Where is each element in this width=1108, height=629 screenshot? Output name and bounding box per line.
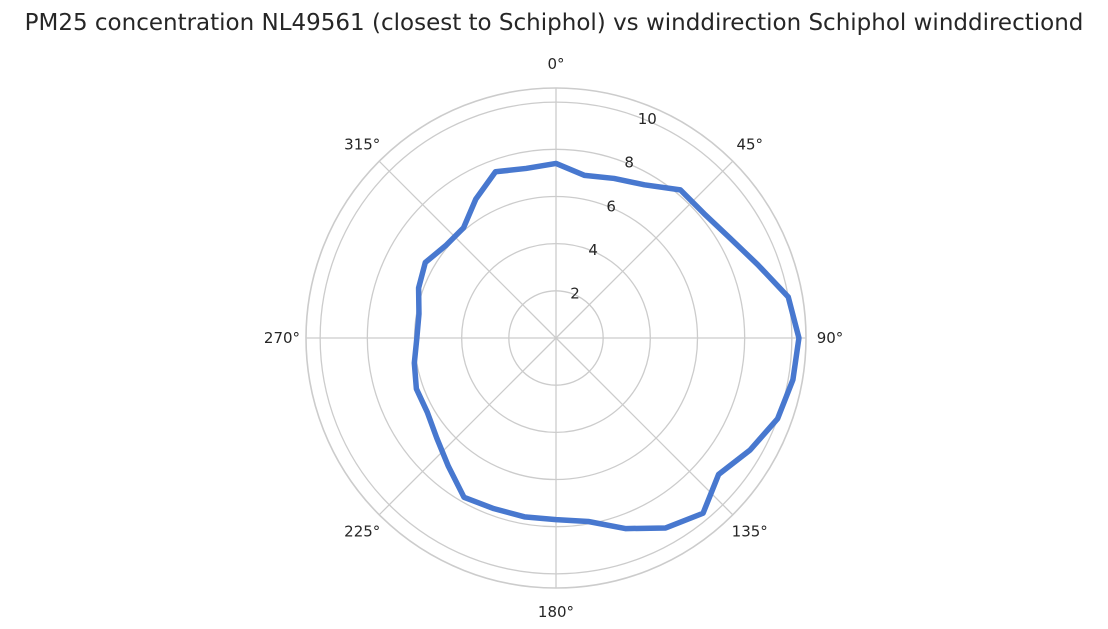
radial-tick-labels: 2 4 6 8 10 [570,110,657,302]
radial-tick-label: 8 [624,154,634,172]
angular-gridline-315 [378,160,557,339]
angular-gridline-45 [555,160,734,339]
chart-title: PM25 concentration NL49561 (closest to S… [25,10,1084,36]
angular-gridline-135 [555,337,734,516]
theta-tick-label: 270° [264,329,300,347]
theta-tick-label: 135° [732,523,768,541]
radial-tick-label: 4 [588,241,598,259]
polar-grid [305,87,807,589]
angular-gridline-225 [378,337,557,516]
theta-tick-label: 180° [538,603,574,621]
series-line [411,160,802,532]
polar-frame [305,87,807,589]
radial-tick-label: 6 [606,197,616,215]
theta-tick-label: 315° [344,135,380,153]
theta-tick-label: 225° [344,523,380,541]
theta-tick-label: 0° [547,55,564,73]
theta-tick-labels: 0° 45° 90° 135° 180° 225° 270° 315° [264,55,843,621]
radial-tick-label: 10 [638,110,657,128]
theta-tick-label: 90° [817,329,844,347]
theta-tick-label: 45° [736,135,763,153]
series-layer [411,160,802,532]
radial-tick-label: 2 [570,284,580,302]
